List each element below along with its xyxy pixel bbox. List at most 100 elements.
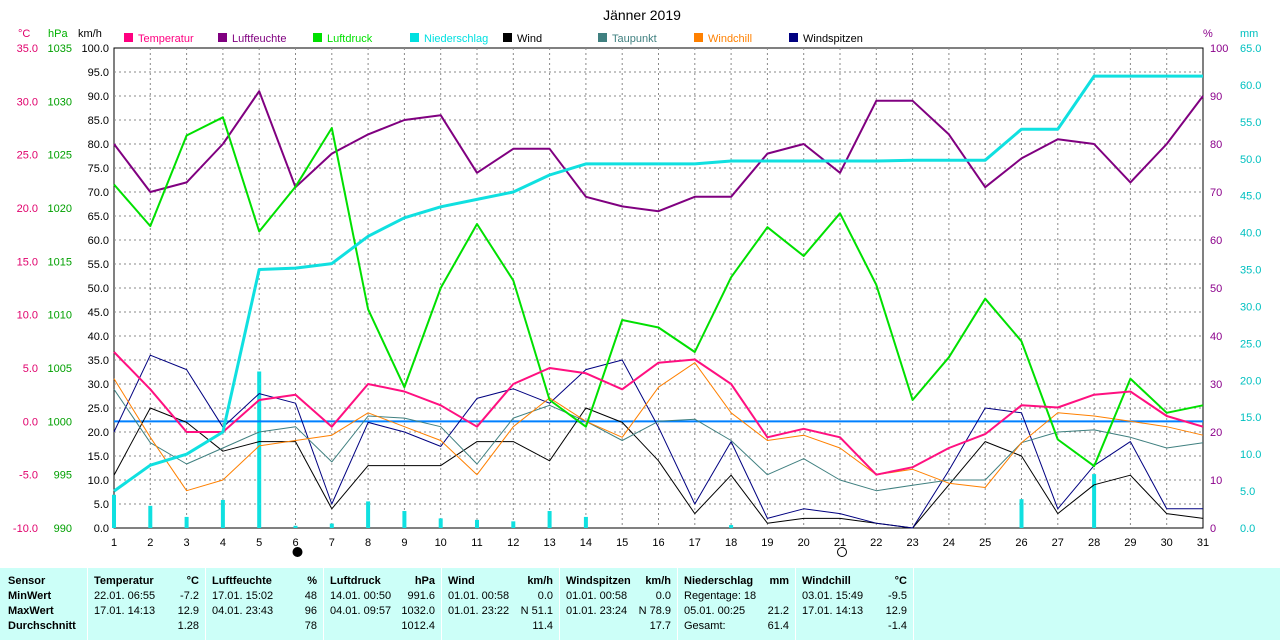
kmh-axis-tick-label: 50.0 — [88, 283, 109, 295]
x-tick-label: 3 — [184, 537, 190, 549]
percent-axis-tick-label: 30 — [1210, 379, 1222, 391]
new-moon-icon — [292, 547, 303, 557]
hpa-axis-tick-label: 1010 — [48, 310, 72, 322]
x-tick-label: 13 — [543, 537, 555, 549]
kmh-axis-tick-label: 25.0 — [88, 403, 109, 415]
legend-label-luftfeuchte: Luftfeuchte — [232, 33, 286, 45]
legend-swatch-taupunkt — [598, 33, 607, 42]
niederschlag-gesamt-label: Gesamt: — [684, 620, 726, 632]
mm-axis-tick-label: 45.0 — [1240, 191, 1261, 203]
statistics-table: Sensor MinWert MaxWert Durchschnitt Temp… — [0, 568, 1280, 640]
windchill-header: Windchill — [802, 575, 851, 587]
hpa-axis-tick-label: 1015 — [48, 256, 72, 268]
x-tick-label: 23 — [906, 537, 918, 549]
legend-swatch-luftfeuchte — [218, 33, 227, 42]
windspitzen-max-time: 01.01. 23:24 — [566, 605, 628, 617]
luftfeuchte-max-time: 04.01. 23:43 — [212, 605, 274, 617]
celsius-axis-unit: °C — [18, 28, 30, 40]
celsius-axis-tick-label: 35.0 — [17, 43, 38, 55]
sensor-header: Sensor — [8, 575, 46, 587]
windspitzen-min-time: 01.01. 00:58 — [566, 590, 628, 602]
kmh-axis-tick-label: 60.0 — [88, 235, 109, 247]
kmh-axis-tick-label: 95.0 — [88, 67, 109, 79]
windspitzen-header: Windspitzen — [566, 575, 631, 587]
x-tick-label: 25 — [979, 537, 991, 549]
temperatur-min-time: 22.01. 06:55 — [94, 590, 156, 602]
legend-swatch-niederschlag — [410, 33, 419, 42]
legend-label-wind: Wind — [517, 33, 542, 45]
percent-axis-tick-label: 60 — [1210, 235, 1222, 247]
kmh-axis-tick-label: 90.0 — [88, 91, 109, 103]
luftfeuchte-header: Luftfeuchte — [212, 575, 272, 587]
niederschlag-regentage: Regentage: 18 — [684, 590, 757, 602]
stats-niederschlag: Niederschlag mm Regentage: 18 05.01. 00:… — [678, 568, 796, 640]
mm-axis-tick-label: 60.0 — [1240, 80, 1261, 92]
legend-label-luftdruck: Luftdruck — [327, 33, 373, 45]
percent-axis-unit: % — [1203, 28, 1213, 40]
wind-avg: 11.4 — [532, 620, 553, 632]
hpa-axis-tick-label: 990 — [54, 523, 72, 535]
kmh-axis-tick-label: 85.0 — [88, 115, 109, 127]
luftdruck-max: 1032.0 — [401, 605, 435, 617]
mm-axis-tick-label: 10.0 — [1240, 449, 1261, 461]
kmh-axis-tick-label: 5.0 — [94, 499, 109, 511]
kmh-axis-tick-label: 30.0 — [88, 379, 109, 391]
x-tick-label: 14 — [580, 537, 592, 549]
x-tick-label: 19 — [761, 537, 773, 549]
x-tick-label: 26 — [1015, 537, 1027, 549]
x-tick-label: 1 — [111, 537, 117, 549]
legend-label-niederschlag: Niederschlag — [424, 33, 488, 45]
kmh-axis-tick-label: 65.0 — [88, 211, 109, 223]
mm-axis-tick-label: 65.0 — [1240, 43, 1261, 55]
chart-title: Jänner 2019 — [603, 7, 681, 23]
percent-axis-tick-label: 70 — [1210, 187, 1222, 199]
kmh-axis-tick-label: 80.0 — [88, 139, 109, 151]
temperatur-unit: °C — [186, 575, 199, 587]
kmh-axis-tick-label: 100.0 — [81, 43, 109, 55]
series-line-windchill — [113, 362, 1204, 492]
celsius-axis-tick-label: 30.0 — [17, 96, 38, 108]
luftfeuchte-min-time: 17.01. 15:02 — [212, 590, 274, 602]
kmh-axis-tick-label: 10.0 — [88, 475, 109, 487]
x-tick-label: 11 — [471, 537, 482, 549]
windspitzen-unit: km/h — [645, 575, 671, 587]
weather-chart: Jänner 2019 °C hPa km/h % mm Temperatur L… — [13, 7, 1261, 557]
luftdruck-min: 991.6 — [407, 590, 435, 602]
stats-temperatur: Temperatur °C 22.01. 06:55 -7.2 17.01. 1… — [88, 568, 206, 640]
luftfeuchte-max: 96 — [304, 605, 317, 617]
stats-windspitzen: Windspitzen km/h 01.01. 00:58 0.0 01.01.… — [560, 568, 678, 640]
legend-swatch-temperatur — [124, 33, 133, 42]
stats-luftfeuchte: Luftfeuchte % 17.01. 15:02 48 04.01. 23:… — [206, 568, 324, 640]
x-tick-label: 18 — [725, 537, 737, 549]
x-tick-label: 7 — [329, 537, 335, 549]
mm-axis-tick-label: 40.0 — [1240, 228, 1261, 240]
luftdruck-header: Luftdruck — [330, 575, 381, 587]
percent-axis-tick-label: 20 — [1210, 427, 1222, 439]
wind-max-time: 01.01. 23:22 — [448, 605, 510, 617]
x-tick-label: 30 — [1161, 537, 1173, 549]
luftdruck-min-time: 14.01. 00:50 — [330, 590, 392, 602]
niederschlag-max-time: 05.01. 00:25 — [684, 605, 746, 617]
kmh-axis-unit: km/h — [78, 28, 102, 40]
series-line-luftdruck — [113, 116, 1204, 468]
stats-windchill: Windchill °C 03.01. 15:49 -9.5 17.01. 14… — [796, 568, 914, 640]
windspitzen-avg: 17.7 — [649, 620, 671, 632]
legend-label-windchill: Windchill — [708, 33, 752, 45]
x-tick-label: 22 — [870, 537, 882, 549]
mm-axis-tick-label: 5.0 — [1240, 486, 1255, 498]
temperatur-max: 12.9 — [177, 605, 199, 617]
x-tick-label: 31 — [1197, 537, 1209, 549]
hpa-axis-tick-label: 1020 — [48, 203, 72, 215]
luftfeuchte-unit: % — [307, 575, 317, 587]
series-line-temperatur — [113, 351, 1204, 476]
kmh-axis-tick-label: 40.0 — [88, 331, 109, 343]
wind-unit: km/h — [527, 575, 553, 587]
legend-label-windspitzen: Windspitzen — [803, 33, 863, 45]
kmh-axis-tick-label: 70.0 — [88, 187, 109, 199]
windchill-min: -9.5 — [888, 590, 907, 602]
hpa-axis-tick-label: 1035 — [48, 43, 72, 55]
kmh-axis-tick-label: 75.0 — [88, 163, 109, 175]
series-line-windspitzen — [113, 354, 1203, 529]
wind-min: 0.0 — [537, 590, 553, 602]
legend-swatch-windspitzen — [789, 33, 798, 42]
